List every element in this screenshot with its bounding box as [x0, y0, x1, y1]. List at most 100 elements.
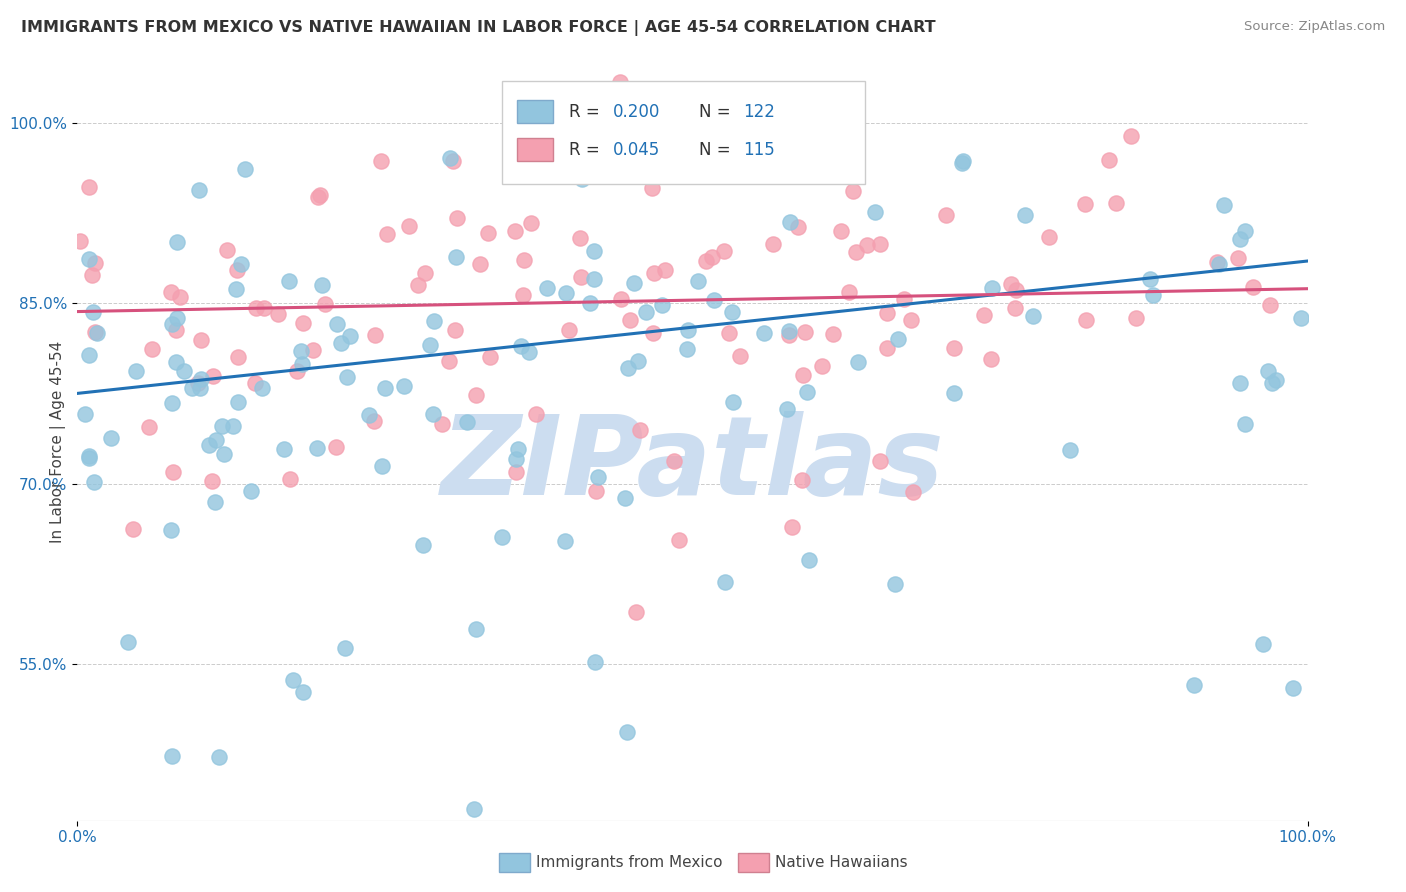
- Text: ZIPatlas: ZIPatlas: [440, 411, 945, 517]
- Point: [609, 292, 631, 306]
- Point: [766, 168, 789, 182]
- Point: [226, 350, 249, 364]
- Point: [626, 605, 648, 619]
- Point: [166, 235, 188, 249]
- Point: [713, 244, 735, 258]
- Point: [1121, 128, 1143, 143]
- Point: [676, 323, 699, 337]
- Point: [292, 685, 315, 699]
- Point: [536, 281, 558, 295]
- Point: [668, 533, 690, 548]
- Point: [190, 372, 212, 386]
- Point: [1142, 288, 1164, 302]
- Point: [204, 495, 226, 509]
- Point: [301, 343, 323, 357]
- Point: [623, 277, 645, 291]
- Point: [277, 274, 299, 288]
- Point: [190, 333, 212, 347]
- Point: [876, 306, 898, 320]
- Point: [1074, 313, 1097, 327]
- Point: [77, 348, 100, 362]
- Point: [1038, 230, 1060, 244]
- FancyBboxPatch shape: [502, 81, 865, 184]
- Point: [82, 305, 104, 319]
- Point: [792, 473, 814, 487]
- Point: [641, 326, 664, 340]
- Point: [1206, 255, 1229, 269]
- Point: [165, 355, 187, 369]
- Point: [212, 447, 235, 461]
- Text: IMMIGRANTS FROM MEXICO VS NATIVE HAWAIIAN IN LABOR FORCE | AGE 45-54 CORRELATION: IMMIGRANTS FROM MEXICO VS NATIVE HAWAIIA…: [21, 20, 936, 36]
- Point: [973, 309, 995, 323]
- Point: [762, 236, 785, 251]
- Point: [253, 301, 276, 316]
- Point: [444, 322, 467, 336]
- Point: [614, 491, 637, 505]
- Point: [243, 376, 266, 391]
- Point: [77, 252, 100, 267]
- Point: [980, 352, 1002, 367]
- Point: [793, 325, 815, 339]
- Point: [231, 257, 253, 271]
- Point: [165, 322, 187, 336]
- Point: [187, 183, 209, 197]
- Point: [554, 533, 576, 548]
- Point: [333, 641, 356, 656]
- Point: [520, 216, 543, 230]
- Point: [141, 342, 163, 356]
- Point: [207, 750, 229, 764]
- Point: [778, 327, 800, 342]
- Point: [503, 224, 526, 238]
- Point: [290, 344, 312, 359]
- Point: [326, 317, 349, 331]
- Point: [714, 574, 737, 589]
- Point: [1022, 310, 1045, 324]
- Point: [845, 244, 868, 259]
- Point: [363, 414, 385, 428]
- Point: [359, 408, 381, 422]
- Point: [444, 250, 467, 264]
- Point: [505, 465, 527, 479]
- Point: [1139, 272, 1161, 286]
- Point: [1105, 196, 1128, 211]
- Point: [201, 368, 224, 383]
- Point: [1229, 376, 1251, 390]
- Point: [160, 285, 183, 300]
- Point: [117, 635, 139, 649]
- Point: [439, 151, 461, 165]
- Point: [628, 423, 651, 437]
- Point: [1229, 231, 1251, 245]
- Point: [796, 384, 818, 399]
- Point: [780, 519, 803, 533]
- Point: [830, 224, 852, 238]
- Point: [252, 381, 274, 395]
- Point: [1125, 311, 1147, 326]
- Point: [1241, 280, 1264, 294]
- Point: [935, 208, 957, 222]
- Point: [876, 342, 898, 356]
- Point: [838, 285, 860, 299]
- Point: [491, 530, 513, 544]
- Point: [720, 304, 742, 318]
- Point: [245, 301, 267, 315]
- Point: [1014, 208, 1036, 222]
- Point: [478, 350, 501, 364]
- Point: [627, 353, 650, 368]
- Point: [763, 134, 786, 148]
- Point: [676, 342, 699, 356]
- Point: [75, 407, 97, 421]
- Point: [69, 234, 91, 248]
- Point: [887, 332, 910, 346]
- Point: [1005, 283, 1028, 297]
- Point: [456, 416, 478, 430]
- Point: [169, 290, 191, 304]
- Point: [583, 656, 606, 670]
- Point: [364, 327, 387, 342]
- Point: [181, 381, 204, 395]
- Point: [617, 360, 640, 375]
- Point: [422, 408, 444, 422]
- Point: [728, 349, 751, 363]
- Point: [571, 270, 593, 285]
- Point: [517, 345, 540, 359]
- Text: 0.200: 0.200: [613, 103, 659, 120]
